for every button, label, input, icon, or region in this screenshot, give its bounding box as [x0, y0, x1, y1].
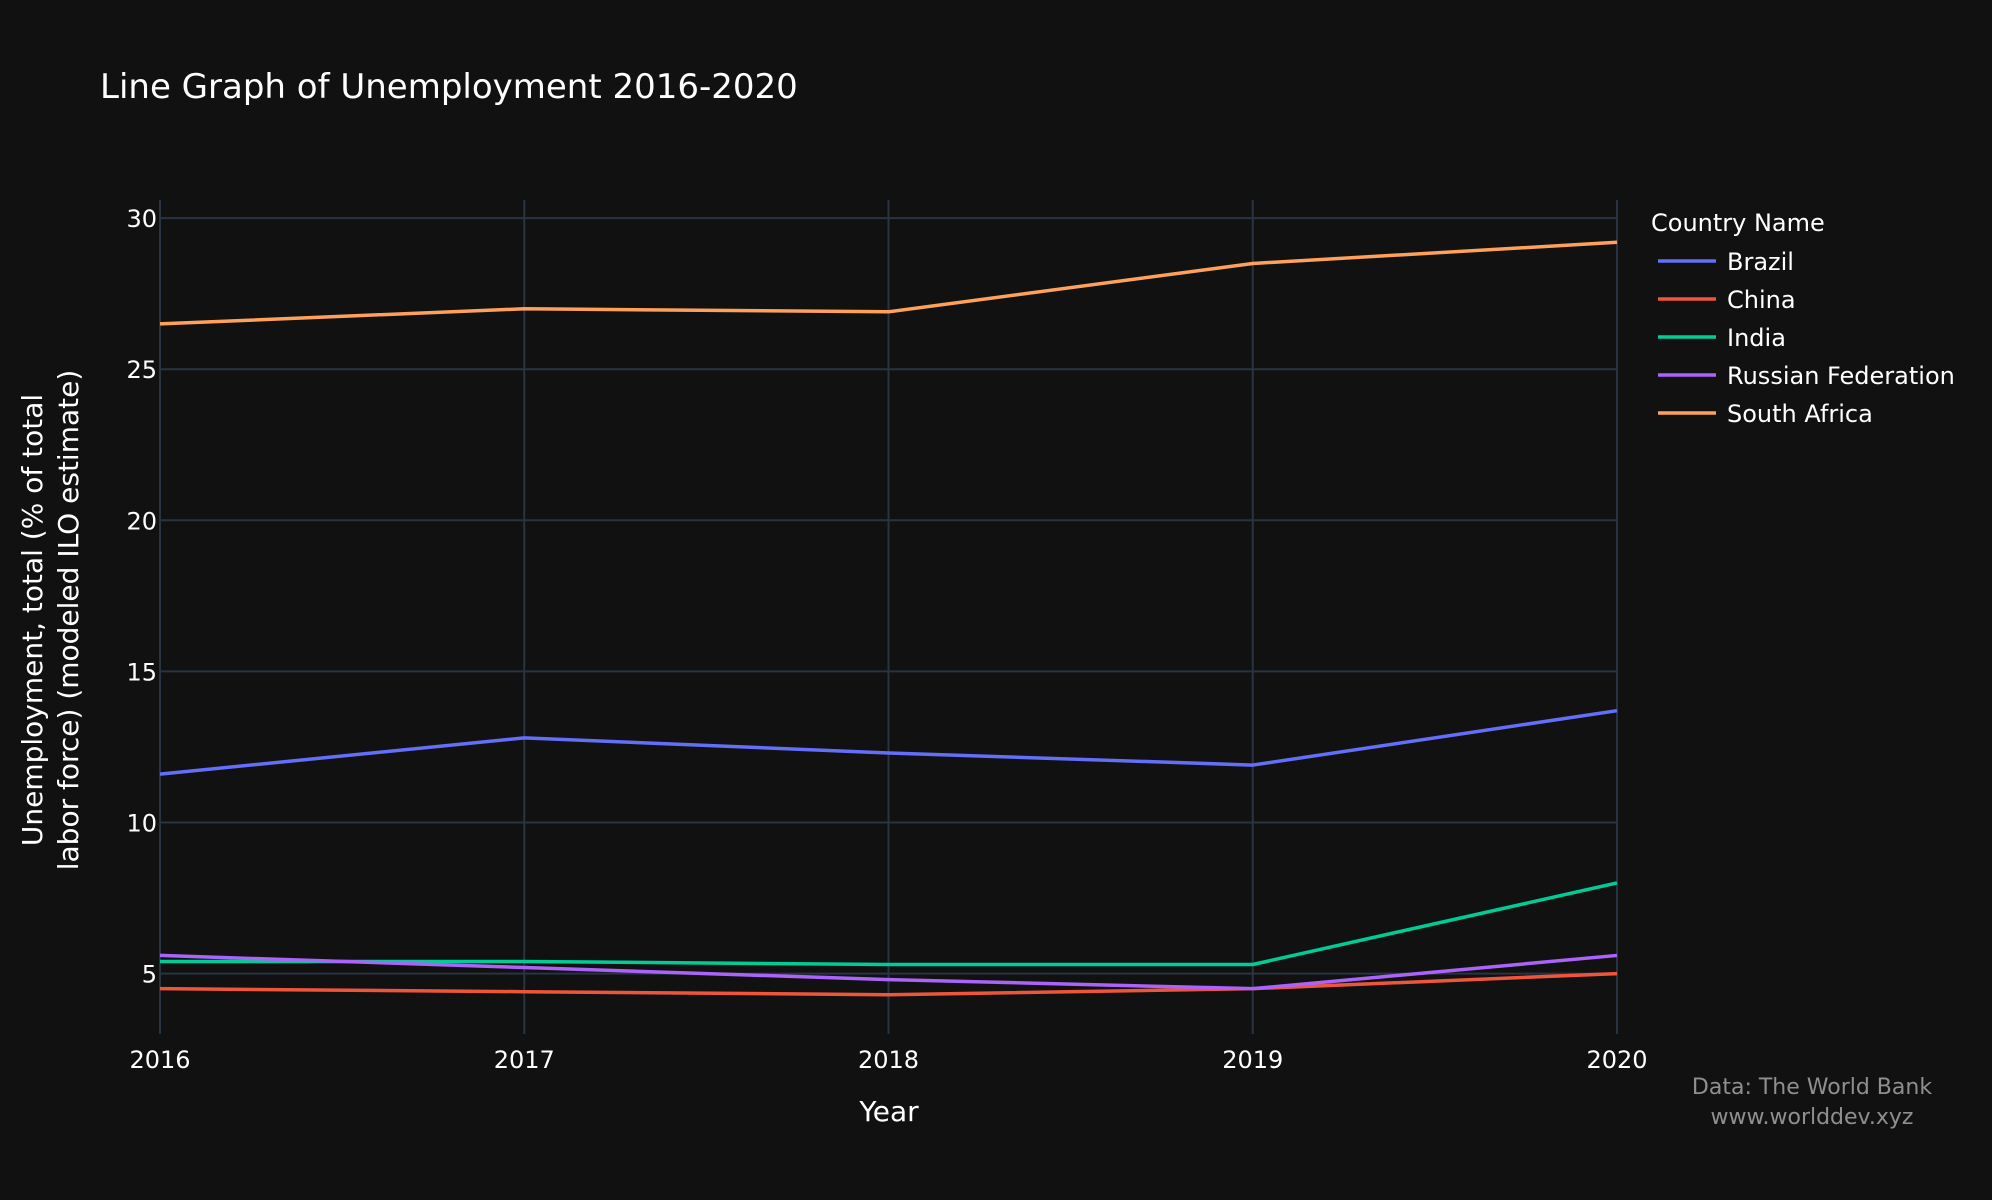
chart-title: Line Graph of Unemployment 2016-2020	[100, 67, 798, 107]
legend-item-russian-federation[interactable]: Russian Federation	[1658, 362, 1955, 390]
x-tick-label: 2020	[1586, 1046, 1647, 1074]
legend-label: India	[1727, 324, 1786, 352]
series-line-south-africa	[159, 240, 1618, 326]
series-line-russian-federation	[159, 953, 1618, 991]
series-line-brazil	[159, 708, 1618, 776]
x-axis-label: Year	[858, 1095, 919, 1128]
y-axis-label-line-2: labor force) (modeled ILO estimate)	[52, 370, 85, 871]
legend-item-india[interactable]: India	[1658, 324, 1786, 352]
series-line-india	[160, 881, 1618, 967]
y-tick-label: 10	[126, 809, 157, 837]
source-note: Data: The World Bank www.worlddev.xyz	[1692, 1075, 1932, 1130]
series-line-china	[159, 971, 1618, 997]
y-axis-label-line-1: Unemployment, total (% of total	[16, 394, 49, 846]
grid-layer	[159, 200, 1618, 1034]
source-line-2: www.worlddev.xyz	[1711, 1105, 1914, 1130]
tick-layer: 2016 2017 2018 2019 2020 5 10 15 20 25 30	[126, 205, 1647, 1074]
x-tick-label: 2017	[494, 1046, 555, 1074]
legend-label: Russian Federation	[1727, 362, 1955, 390]
y-tick-label: 25	[126, 356, 157, 384]
x-tick-label: 2019	[1222, 1046, 1283, 1074]
legend-title: Country Name	[1651, 209, 1825, 237]
legend-item-brazil[interactable]: Brazil	[1658, 248, 1794, 276]
y-tick-label: 5	[142, 961, 157, 989]
legend-item-south-africa[interactable]: South Africa	[1658, 400, 1873, 428]
legend-label: China	[1727, 286, 1796, 314]
legend-item-china[interactable]: China	[1658, 286, 1796, 314]
y-axis-label: Unemployment, total (% of total labor fo…	[16, 370, 85, 871]
legend: Country Name Brazil China India Russian Fed…	[1651, 209, 1955, 428]
legend-label: South Africa	[1727, 400, 1873, 428]
source-line-1: Data: The World Bank	[1692, 1075, 1932, 1100]
x-tick-label: 2018	[858, 1046, 919, 1074]
x-tick-label: 2016	[129, 1046, 190, 1074]
legend-label: Brazil	[1727, 248, 1794, 276]
y-tick-label: 15	[126, 658, 157, 686]
series-layer	[159, 240, 1618, 997]
y-tick-label: 20	[126, 507, 157, 535]
y-tick-label: 30	[126, 205, 157, 233]
